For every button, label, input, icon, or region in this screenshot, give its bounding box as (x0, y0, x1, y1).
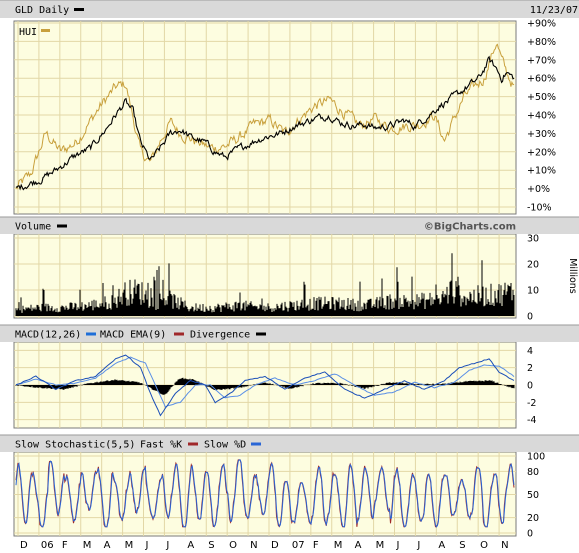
price-ytick: +50% (527, 92, 556, 103)
date-label: 11/23/07 (530, 5, 578, 16)
slow-d-line (15, 459, 515, 528)
price-title: GLD Daily (15, 5, 69, 16)
stochastic-title: Slow Stochastic(5,5) (15, 440, 135, 451)
volume-legend-swatch (57, 224, 67, 228)
macd-header (0, 325, 579, 342)
x-month-label: 07 (292, 540, 305, 551)
hui-series-line (15, 43, 515, 190)
volume-header (0, 217, 579, 234)
macd-line (15, 354, 515, 417)
x-month-label: N (501, 540, 508, 551)
slow-d-legend-swatch (251, 442, 261, 446)
macd-ema-legend-swatch (174, 332, 184, 336)
volume-ytick: 30 (527, 234, 539, 245)
volume-title: Volume (15, 222, 51, 233)
x-month-label: J (416, 540, 420, 551)
price-ytick: -10% (527, 203, 552, 214)
x-month-label: S (208, 540, 214, 551)
gld-series-line (15, 55, 515, 191)
divergence-histogram (15, 377, 515, 395)
price-ytick: +70% (527, 55, 556, 66)
x-month-label: A (438, 540, 445, 551)
x-month-label: A (104, 540, 111, 551)
price-header (0, 0, 579, 18)
x-month-label: N (250, 540, 257, 551)
x-month-label: M (83, 540, 92, 551)
macd-ytick: 2 (527, 363, 533, 374)
x-month-label: D (20, 540, 28, 551)
x-month-label: M (376, 540, 385, 551)
price-ytick: +20% (527, 147, 556, 158)
macd-ytick: 0 (527, 381, 533, 392)
hui-legend-swatch (41, 29, 50, 32)
fast-k-legend-swatch (188, 442, 198, 446)
price-ytick: +30% (527, 129, 556, 140)
macd-legend-swatch (86, 332, 96, 336)
volume-bars (15, 253, 515, 316)
volume-ytick: 10 (527, 286, 539, 297)
volume-unit-label: Millions (567, 258, 578, 294)
price-ytick: +40% (527, 111, 556, 122)
gld-legend-swatch (74, 8, 84, 11)
price-ytick: +10% (527, 166, 556, 177)
macd-ytick: 4 (527, 346, 533, 357)
stochastic-header (0, 435, 579, 452)
macd-title: MACD(12,26) (15, 330, 81, 341)
watermark: ©BigCharts.com (424, 222, 516, 233)
x-month-label: O (480, 540, 488, 551)
x-month-label: J (145, 540, 149, 551)
x-month-label: 06 (41, 540, 54, 551)
x-month-label: M (334, 540, 343, 551)
x-month-label: J (165, 540, 169, 551)
x-month-label: F (62, 540, 68, 551)
x-month-label: S (459, 540, 465, 551)
volume-ytick: 20 (527, 260, 539, 271)
x-month-label: A (355, 540, 362, 551)
stochastic-ytick: 20 (527, 513, 539, 524)
slow-d-label: Slow %D (204, 440, 246, 451)
price-ytick: +60% (527, 74, 556, 85)
price-panel (13, 20, 517, 215)
x-month-label: A (187, 540, 194, 551)
macd-ema-label: MACD EMA(9) (100, 330, 166, 341)
stochastic-ytick: 0 (527, 529, 533, 540)
macd-ytick: -2 (527, 398, 536, 409)
stochastic-ytick: 100 (527, 452, 545, 463)
x-month-label: J (396, 540, 400, 551)
price-ytick: +90% (527, 19, 556, 30)
hui-legend-label: HUI (19, 27, 37, 38)
stochastic-ytick: 80 (527, 467, 539, 478)
macd-ytick: -4 (527, 415, 536, 426)
stochastic-ytick: 50 (527, 490, 539, 501)
x-month-label: M (125, 540, 134, 551)
x-month-label: F (313, 540, 319, 551)
divergence-label: Divergence (190, 330, 250, 341)
volume-ytick: 0 (527, 312, 533, 323)
fast-k-label: Fast %K (140, 440, 182, 451)
divergence-legend-swatch (256, 332, 266, 336)
price-ytick: +80% (527, 37, 556, 48)
x-month-label: D (271, 540, 279, 551)
x-month-label: O (229, 540, 237, 551)
price-ytick: +0% (527, 184, 550, 195)
